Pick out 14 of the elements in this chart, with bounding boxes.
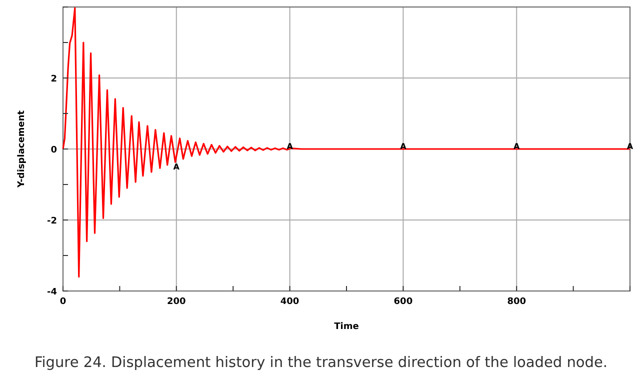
x-tick-label: 400 xyxy=(280,297,300,307)
annotation: A xyxy=(173,162,180,172)
y-axis-title: Y-displacement xyxy=(17,110,27,189)
y-tick-label: -2 xyxy=(47,216,57,226)
y-tick-label: 2 xyxy=(50,74,57,84)
y-tick-label: 0 xyxy=(50,146,57,156)
caption: Figure 24. Displacement history in the transverse direction of the loaded node. xyxy=(34,355,608,371)
x-tick-label: 600 xyxy=(394,297,413,307)
x-axis-title: Time xyxy=(334,322,359,332)
x-tick-label: 200 xyxy=(167,297,186,307)
x-tick-label: 0 xyxy=(60,297,66,307)
y-tick-label: -4 xyxy=(47,288,57,298)
x-tick-label: 800 xyxy=(507,297,526,307)
line-series xyxy=(62,7,631,278)
